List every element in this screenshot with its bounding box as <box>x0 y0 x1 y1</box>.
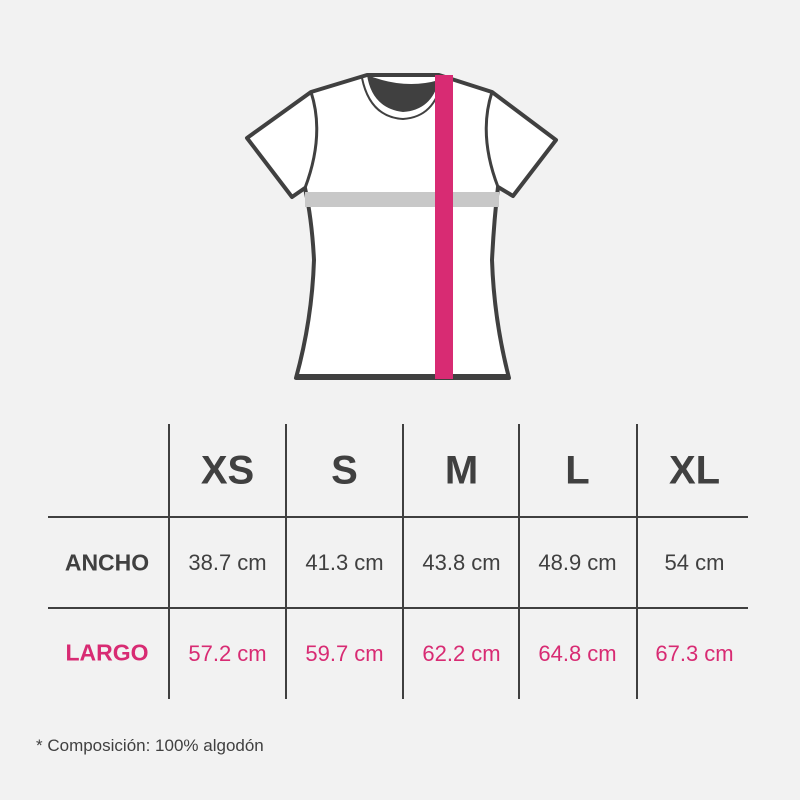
ancho-xs: 38.7 cm <box>188 550 267 575</box>
ancho-l: 48.9 cm <box>538 550 617 575</box>
largo-m: 62.2 cm <box>422 641 501 666</box>
size-header-s: S <box>331 448 358 493</box>
table-divider <box>402 424 404 699</box>
ancho-xl: 54 cm <box>664 550 725 575</box>
row-label-ancho: ANCHO <box>64 549 150 576</box>
size-header-xl: XL <box>668 448 721 493</box>
table-divider <box>285 424 287 699</box>
table-divider <box>48 607 748 609</box>
length-measure-bar <box>435 75 453 379</box>
ancho-m: 43.8 cm <box>422 550 501 575</box>
size-header-xs: XS <box>200 448 255 493</box>
largo-l: 64.8 cm <box>538 641 617 666</box>
largo-xl: 67.3 cm <box>655 641 734 666</box>
ancho-s: 41.3 cm <box>305 550 384 575</box>
table-divider <box>48 516 748 518</box>
composition-footnote: * Composición: 100% algodón <box>36 736 264 755</box>
table-divider <box>636 424 638 699</box>
size-header-m: M <box>444 448 479 493</box>
table-divider <box>168 424 170 699</box>
largo-s: 59.7 cm <box>305 641 384 666</box>
tshirt-outline <box>245 73 558 380</box>
width-measure-bar <box>305 192 499 207</box>
tshirt-measurement-illustration <box>245 73 558 380</box>
size-header-l: L <box>565 448 590 493</box>
largo-xs: 57.2 cm <box>188 641 267 666</box>
table-divider <box>518 424 520 699</box>
tshirt-collar <box>367 75 439 112</box>
row-label-largo: LARGO <box>65 639 149 666</box>
